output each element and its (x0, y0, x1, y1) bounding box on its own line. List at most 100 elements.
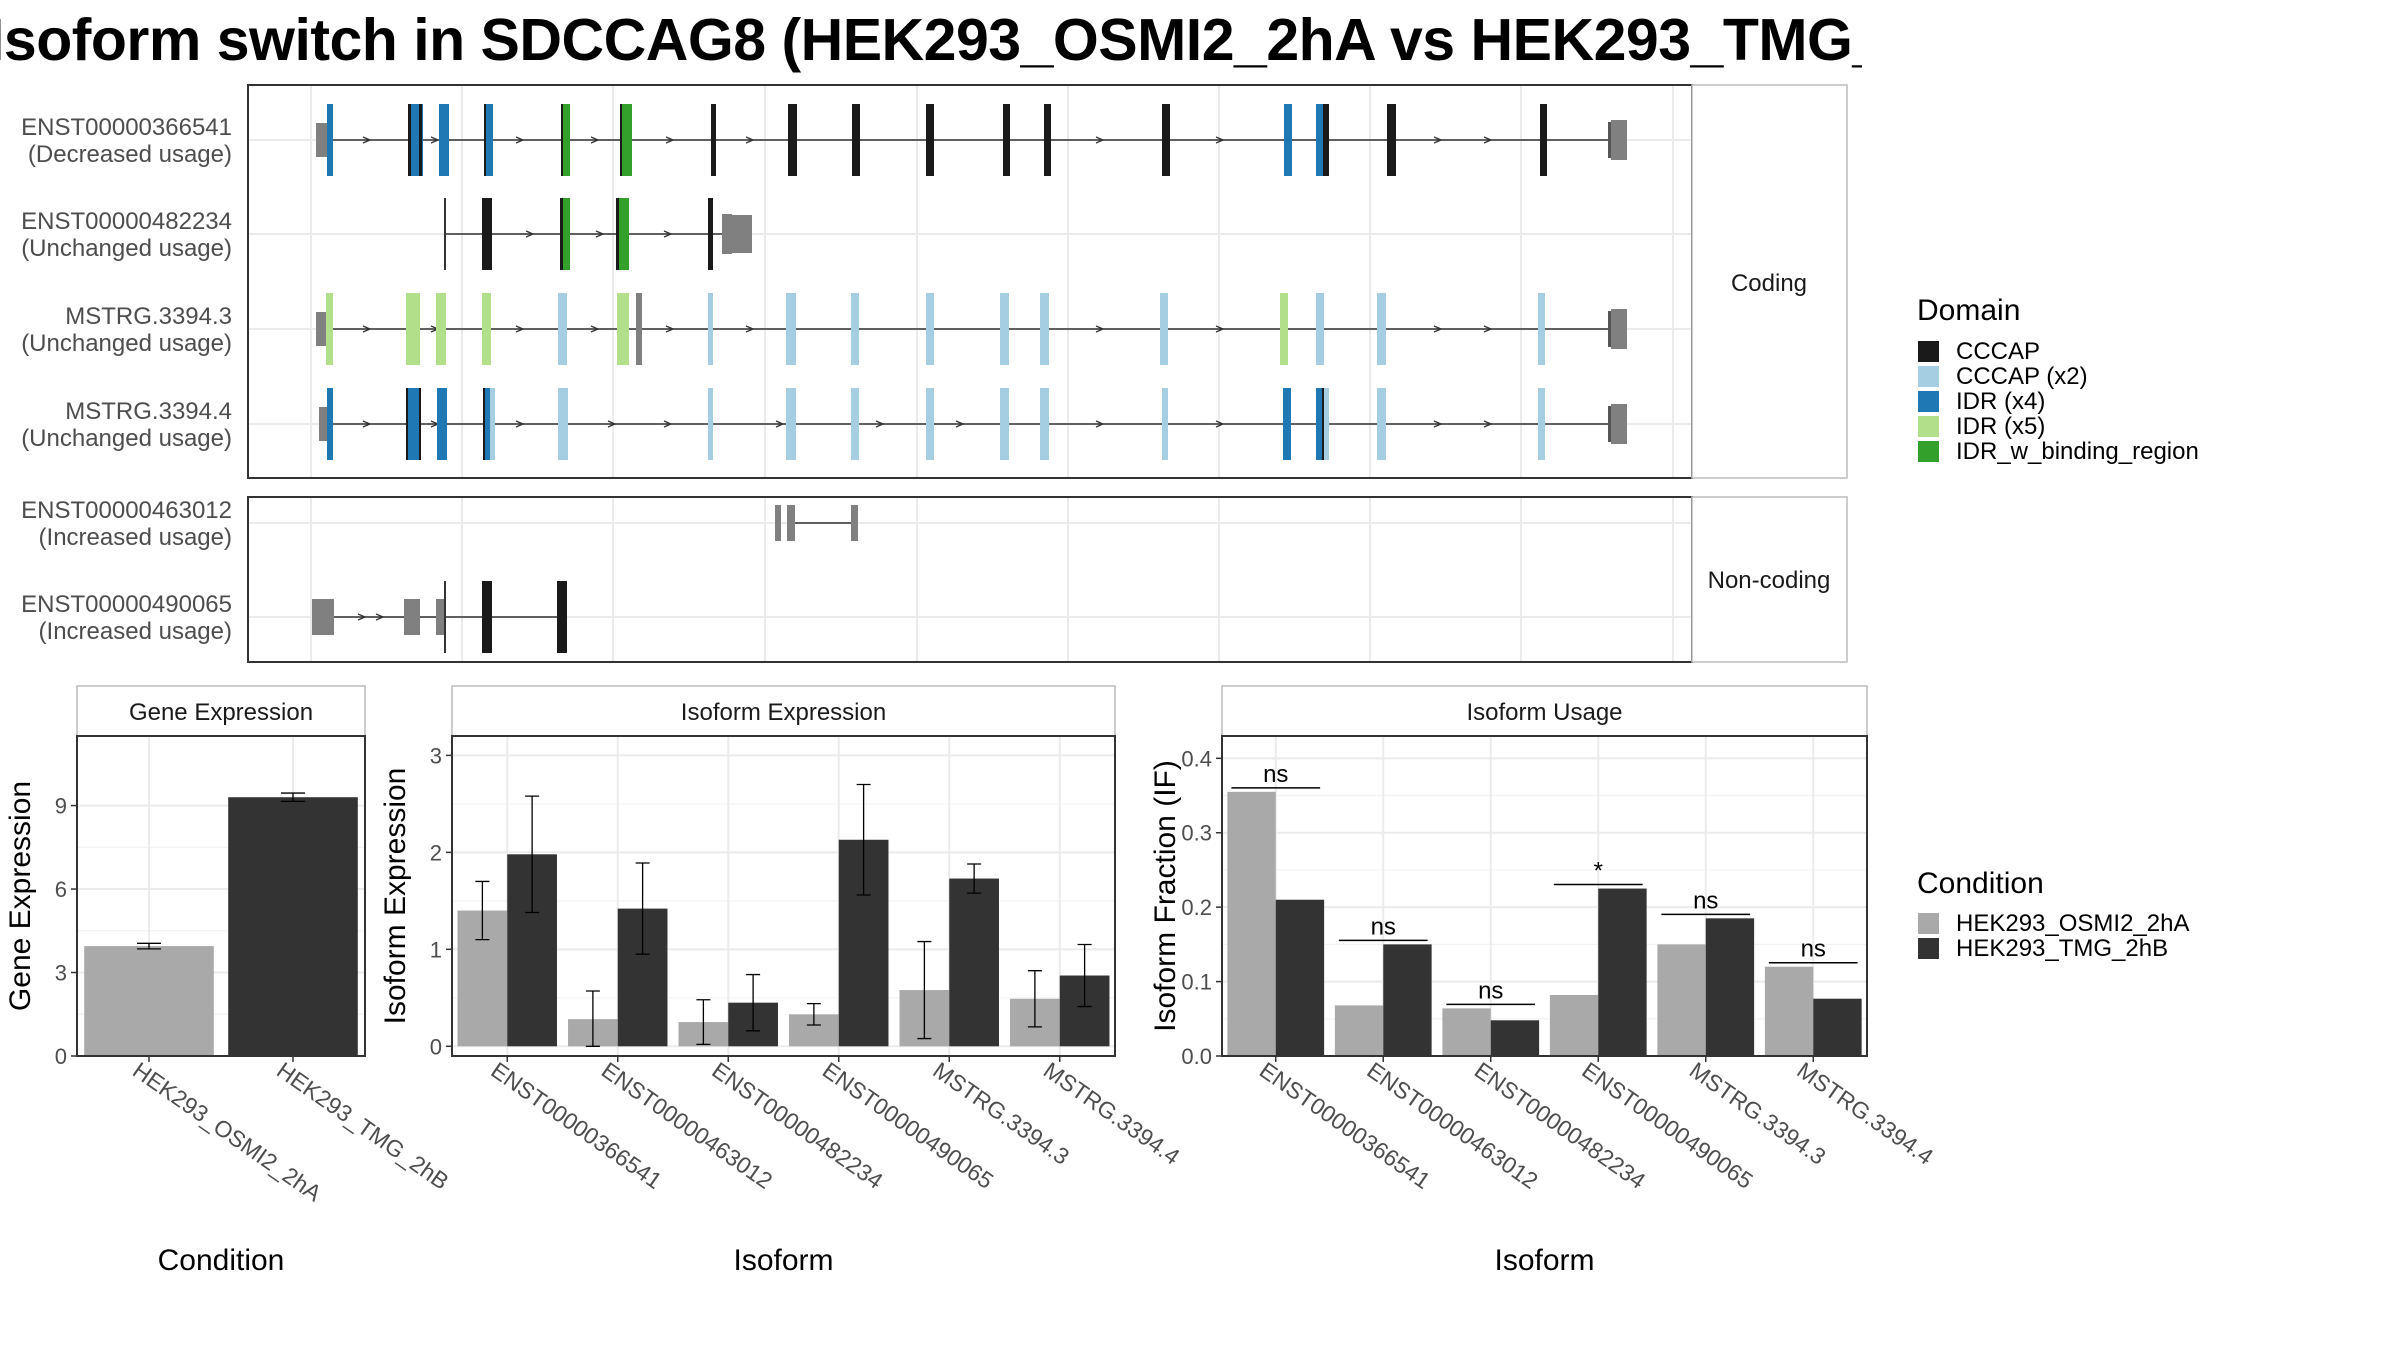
domain-exon (617, 293, 629, 365)
domain-exon (786, 293, 796, 365)
domain-exon (1044, 104, 1051, 176)
error-bar (1077, 943, 1092, 1008)
domain-exon (482, 198, 492, 270)
domain-exon (1162, 388, 1168, 460)
significance-label: * (1594, 858, 1603, 885)
strip-coding (1691, 84, 1848, 479)
panel-title: Gene Expression (129, 699, 313, 726)
domain-exon (926, 388, 934, 460)
domain-exon (1538, 388, 1545, 460)
domain-exon (436, 293, 446, 365)
significance-label: ns (1693, 887, 1718, 914)
error-bar (917, 940, 932, 1040)
transcript-usage: (Increased usage) (39, 524, 232, 551)
x-axis-title: Condition (158, 1244, 285, 1277)
error-bar (525, 795, 540, 914)
domain-exon (1316, 104, 1324, 176)
error-bar (585, 990, 600, 1047)
domain-exon (619, 198, 629, 270)
bar (1598, 888, 1647, 1056)
legend-label: IDR_w_binding_region (1956, 438, 2199, 465)
domain-exon (926, 104, 934, 176)
legend-label: IDR (x4) (1956, 388, 2045, 415)
transcript-usage: (Unchanged usage) (21, 235, 232, 262)
utr-exon (312, 599, 334, 635)
transcript-usage: (Unchanged usage) (21, 425, 232, 452)
exon-edge (1608, 311, 1611, 347)
bar (1657, 944, 1706, 1056)
strand-arrow (665, 136, 675, 144)
domain-exon (852, 104, 860, 176)
strip-label: Coding (1731, 270, 1807, 297)
y-tick-label: 3 (55, 961, 67, 986)
domain-exon (622, 104, 632, 176)
y-tick-label: 0.1 (1181, 970, 1212, 995)
strand-arrow (875, 420, 885, 428)
domain-exon (561, 104, 563, 176)
y-tick-label: 3 (430, 743, 442, 768)
bar (1705, 918, 1755, 1056)
panel-border (451, 735, 1116, 1057)
domain-exon (326, 293, 333, 365)
utr-exon (316, 123, 328, 157)
strand-arrow (663, 420, 673, 428)
bar (1490, 1020, 1540, 1056)
strand-arrow (1095, 420, 1105, 428)
domain-exon (1162, 104, 1170, 176)
x-axis-title: Isoform (1494, 1244, 1594, 1277)
legend-key (1918, 441, 1939, 462)
significance-label: ns (1263, 761, 1288, 788)
exon-edge (444, 198, 446, 270)
domain-exon (788, 104, 797, 176)
bar (949, 878, 999, 1047)
domain-exon (851, 388, 859, 460)
y-tick-label: 9 (55, 794, 67, 819)
legend-key (1918, 341, 1939, 362)
bar (1813, 998, 1862, 1056)
error-bar (137, 942, 161, 950)
strand-arrow (1095, 325, 1105, 333)
strand-arrow (1483, 325, 1493, 333)
y-tick-label: 6 (55, 877, 67, 902)
figure-title: Isoform switch in SDCCAG8 (HEK293_OSMI2_… (0, 7, 1862, 73)
strand-arrow (430, 136, 440, 144)
transcript-id: ENST00000366541 (21, 114, 232, 141)
domain-exon (708, 198, 713, 270)
domain-exon (851, 293, 859, 365)
domain-exon (1323, 104, 1327, 176)
domain-exon (408, 104, 411, 176)
strand-arrow (375, 613, 385, 621)
y-tick-label: 0.4 (1181, 746, 1212, 771)
error-bar (967, 863, 982, 894)
strand-arrow (1433, 136, 1443, 144)
utr-exon (436, 599, 444, 635)
legend-label: HEK293_OSMI2_2hA (1956, 910, 2189, 937)
panel-strip (451, 685, 1116, 737)
transcript-id: MSTRG.3394.4 (65, 398, 232, 425)
domain-exon (406, 293, 420, 365)
utr-exon (636, 293, 642, 365)
y-axis-title: Gene Expression (4, 781, 37, 1011)
strand-arrow (362, 420, 372, 428)
domain-exon (483, 388, 485, 460)
legend-label: HEK293_TMG_2hB (1956, 935, 2168, 962)
bar (1549, 994, 1599, 1056)
y-tick-label: 0.2 (1181, 895, 1212, 920)
domain-exon (1387, 104, 1396, 176)
strand-arrow (525, 230, 535, 238)
transcript-usage: (Increased usage) (39, 618, 232, 645)
domain-exon (482, 293, 491, 365)
y-axis-title: Isoform Fraction (IF) (1149, 760, 1182, 1032)
domain-exon (406, 388, 414, 460)
domain-exon (485, 104, 493, 176)
transcript-id: MSTRG.3394.3 (65, 303, 232, 330)
strand-arrow (665, 325, 675, 333)
domain-exon (557, 581, 567, 653)
utr-exon (722, 214, 732, 254)
legend-label: CCCAP (1956, 338, 2040, 365)
strand-arrow (515, 420, 525, 428)
utr-exon (1611, 120, 1627, 160)
domain-exon (786, 388, 796, 460)
strand-arrow (955, 420, 965, 428)
